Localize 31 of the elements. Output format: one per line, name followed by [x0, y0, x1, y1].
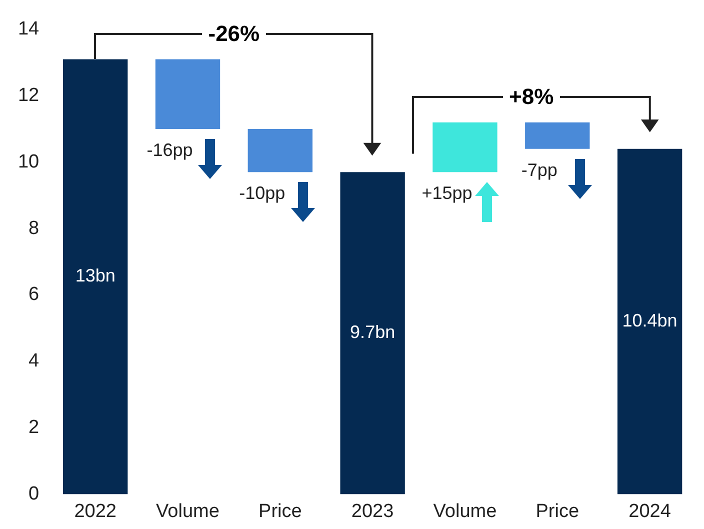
bar [155, 59, 220, 129]
annotation: -10pp [239, 183, 286, 204]
y-tick-label: 14 [18, 18, 40, 40]
annotation: -16pp [146, 140, 193, 160]
bar [340, 172, 405, 494]
x-tick-label: Price [536, 500, 580, 522]
x-tick-label: Volume [156, 500, 220, 522]
annotation: -26% [202, 21, 266, 46]
data-label: 13bn [75, 266, 116, 286]
x-tick-label: 2022 [74, 500, 116, 522]
y-tick-label: 4 [28, 350, 40, 372]
annotation: +15pp [422, 183, 472, 204]
bar [248, 129, 312, 172]
bar [617, 148, 682, 494]
x-tick-label: Volume [433, 500, 497, 522]
x-tick-label: 2024 [628, 500, 672, 522]
bar [62, 59, 128, 494]
y-tick-label: 6 [28, 284, 40, 306]
annotation: -7pp [521, 160, 558, 180]
y-tick-label: 0 [28, 483, 40, 504]
y-tick-label: 12 [18, 85, 40, 106]
x-tick-label: Price [258, 500, 302, 522]
y-tick-label: 2 [28, 417, 40, 438]
annotation: +8% [503, 84, 560, 110]
bar [525, 122, 590, 149]
data-label: 9.7bn [350, 322, 396, 342]
y-tick-label: 10 [18, 151, 40, 172]
y-tick-label: 8 [28, 218, 40, 239]
x-tick-label: 2023 [351, 500, 394, 522]
data-label: 10.4bn [622, 310, 678, 331]
bar [432, 122, 498, 172]
